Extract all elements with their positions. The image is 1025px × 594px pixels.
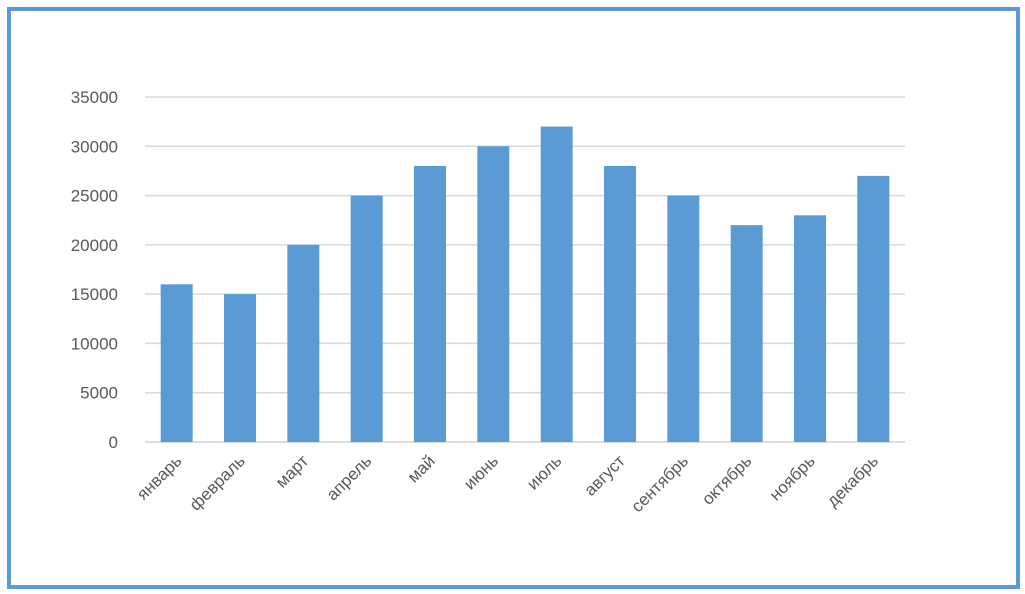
- bar: [540, 126, 573, 443]
- x-category-label: октябрь: [698, 451, 755, 508]
- y-tick-label: 30000: [71, 137, 118, 156]
- gridlines: [145, 96, 905, 443]
- bar: [477, 146, 510, 443]
- bar: [224, 294, 256, 442]
- bar: [604, 166, 636, 442]
- bars: [160, 126, 890, 443]
- y-tick-label: 0: [109, 433, 118, 452]
- bar: [287, 244, 320, 442]
- x-category-label: сентябрь: [628, 451, 693, 516]
- bar: [794, 215, 826, 442]
- x-category-label: июнь: [460, 451, 502, 493]
- x-category-label: июль: [523, 451, 565, 493]
- x-category-label: август: [581, 451, 629, 499]
- bar: [350, 195, 383, 442]
- bar: [857, 175, 890, 442]
- bar: [414, 166, 446, 442]
- x-category-label: май: [404, 451, 439, 486]
- x-category-label: ноябрь: [766, 451, 819, 504]
- x-category-label: январь: [133, 451, 186, 504]
- x-axis-labels: январь февраль март апрель май июнь июль август…: [133, 451, 882, 516]
- x-category-label: декабрь: [823, 451, 882, 510]
- bar: [730, 225, 763, 442]
- y-tick-label: 35000: [71, 88, 118, 107]
- y-tick-label: 5000: [80, 384, 118, 403]
- y-tick-label: 10000: [71, 334, 118, 353]
- y-tick-label: 20000: [71, 236, 118, 255]
- x-category-label: февраль: [186, 451, 249, 514]
- bar: [160, 284, 193, 442]
- x-category-label: апрель: [323, 451, 376, 504]
- y-tick-label: 25000: [71, 187, 118, 206]
- bar: [667, 195, 700, 442]
- y-axis-ticks: 0 5000 10000 15000 20000 25000 30000 35000: [71, 88, 118, 452]
- y-tick-label: 15000: [71, 285, 118, 304]
- x-category-label: март: [272, 451, 312, 491]
